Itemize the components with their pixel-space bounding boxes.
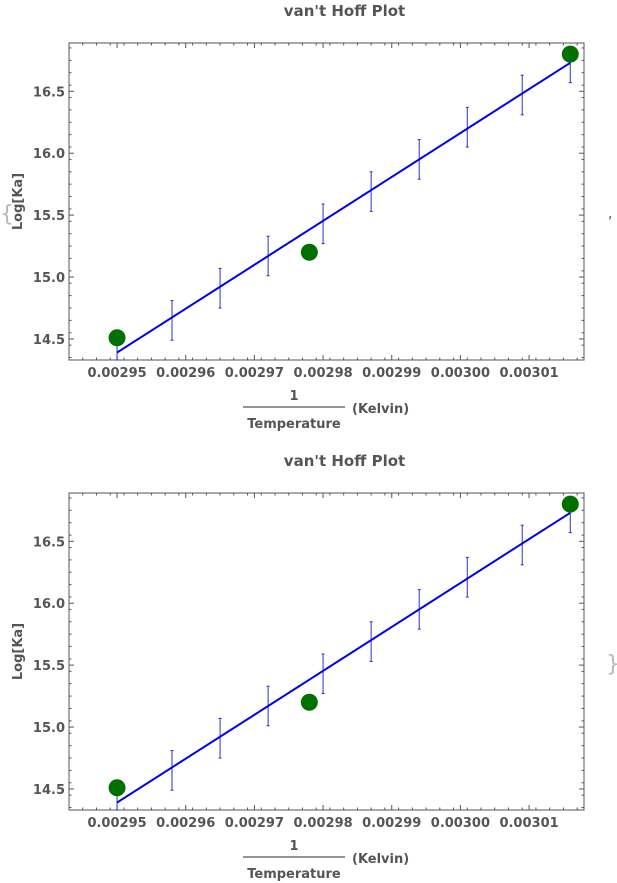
y-tick-label: 15.5 [33,209,65,224]
x-tick-label: 0.00299 [362,816,421,831]
x-tick-label: 0.00296 [156,816,215,831]
y-tick-label: 16.0 [33,597,65,612]
chart-title: van't Hoff Plot [284,452,405,470]
x-tick-label: 0.00297 [225,816,284,831]
x-tick-label: 0.00295 [87,366,146,381]
x-label-unit: (Kelvin) [352,852,409,867]
y-tick-label: 16.0 [33,147,65,162]
data-point [300,693,318,711]
x-tick-label: 0.00295 [87,816,146,831]
x-label-unit: (Kelvin) [352,402,409,417]
x-tick-label: 0.00301 [499,816,558,831]
data-point [300,243,318,261]
x-tick-label: 0.00299 [362,366,421,381]
data-point [108,779,126,797]
y-tick-label: 16.5 [33,85,65,100]
data-point [561,495,579,513]
chart-title: van't Hoff Plot [284,2,405,20]
data-point [561,45,579,63]
x-tick-label: 0.00297 [225,366,284,381]
fit-line [116,511,571,804]
x-label-numerator: 1 [289,839,298,854]
y-tick-label: 15.5 [33,659,65,674]
fit-line [116,61,571,354]
x-tick-label: 0.00300 [431,366,490,381]
y-tick-label: 15.0 [33,271,65,286]
plot-frame [68,42,585,361]
x-tick-label: 0.00298 [293,366,352,381]
x-tick-label: 0.00301 [499,366,558,381]
close-brace: } [606,652,617,677]
y-axis-label: Log[Ka] [11,623,26,680]
chart-1: van't Hoff Plot 0.00295 0.00296 0.00297 0.00… [11,2,585,432]
list-separator-comma: , [608,206,613,222]
x-tick-label: 0.00298 [293,816,352,831]
chart-2: van't Hoff Plot 0.00295 0.00296 0.00297 0.00… [11,452,585,882]
x-label-denominator: Temperature [247,417,341,432]
y-tick-label: 16.5 [33,535,65,550]
x-tick-label: 0.00296 [156,366,215,381]
y-axis-label: Log[Ka] [11,173,26,230]
y-tick-label: 15.0 [33,721,65,736]
open-brace: { [0,202,14,227]
data-point [108,329,126,347]
y-tick-label: 14.5 [33,333,65,348]
x-label-denominator: Temperature [247,867,341,882]
plot-frame [68,492,585,811]
x-tick-label: 0.00300 [431,816,490,831]
y-tick-label: 14.5 [33,783,65,798]
x-label-numerator: 1 [289,389,298,404]
